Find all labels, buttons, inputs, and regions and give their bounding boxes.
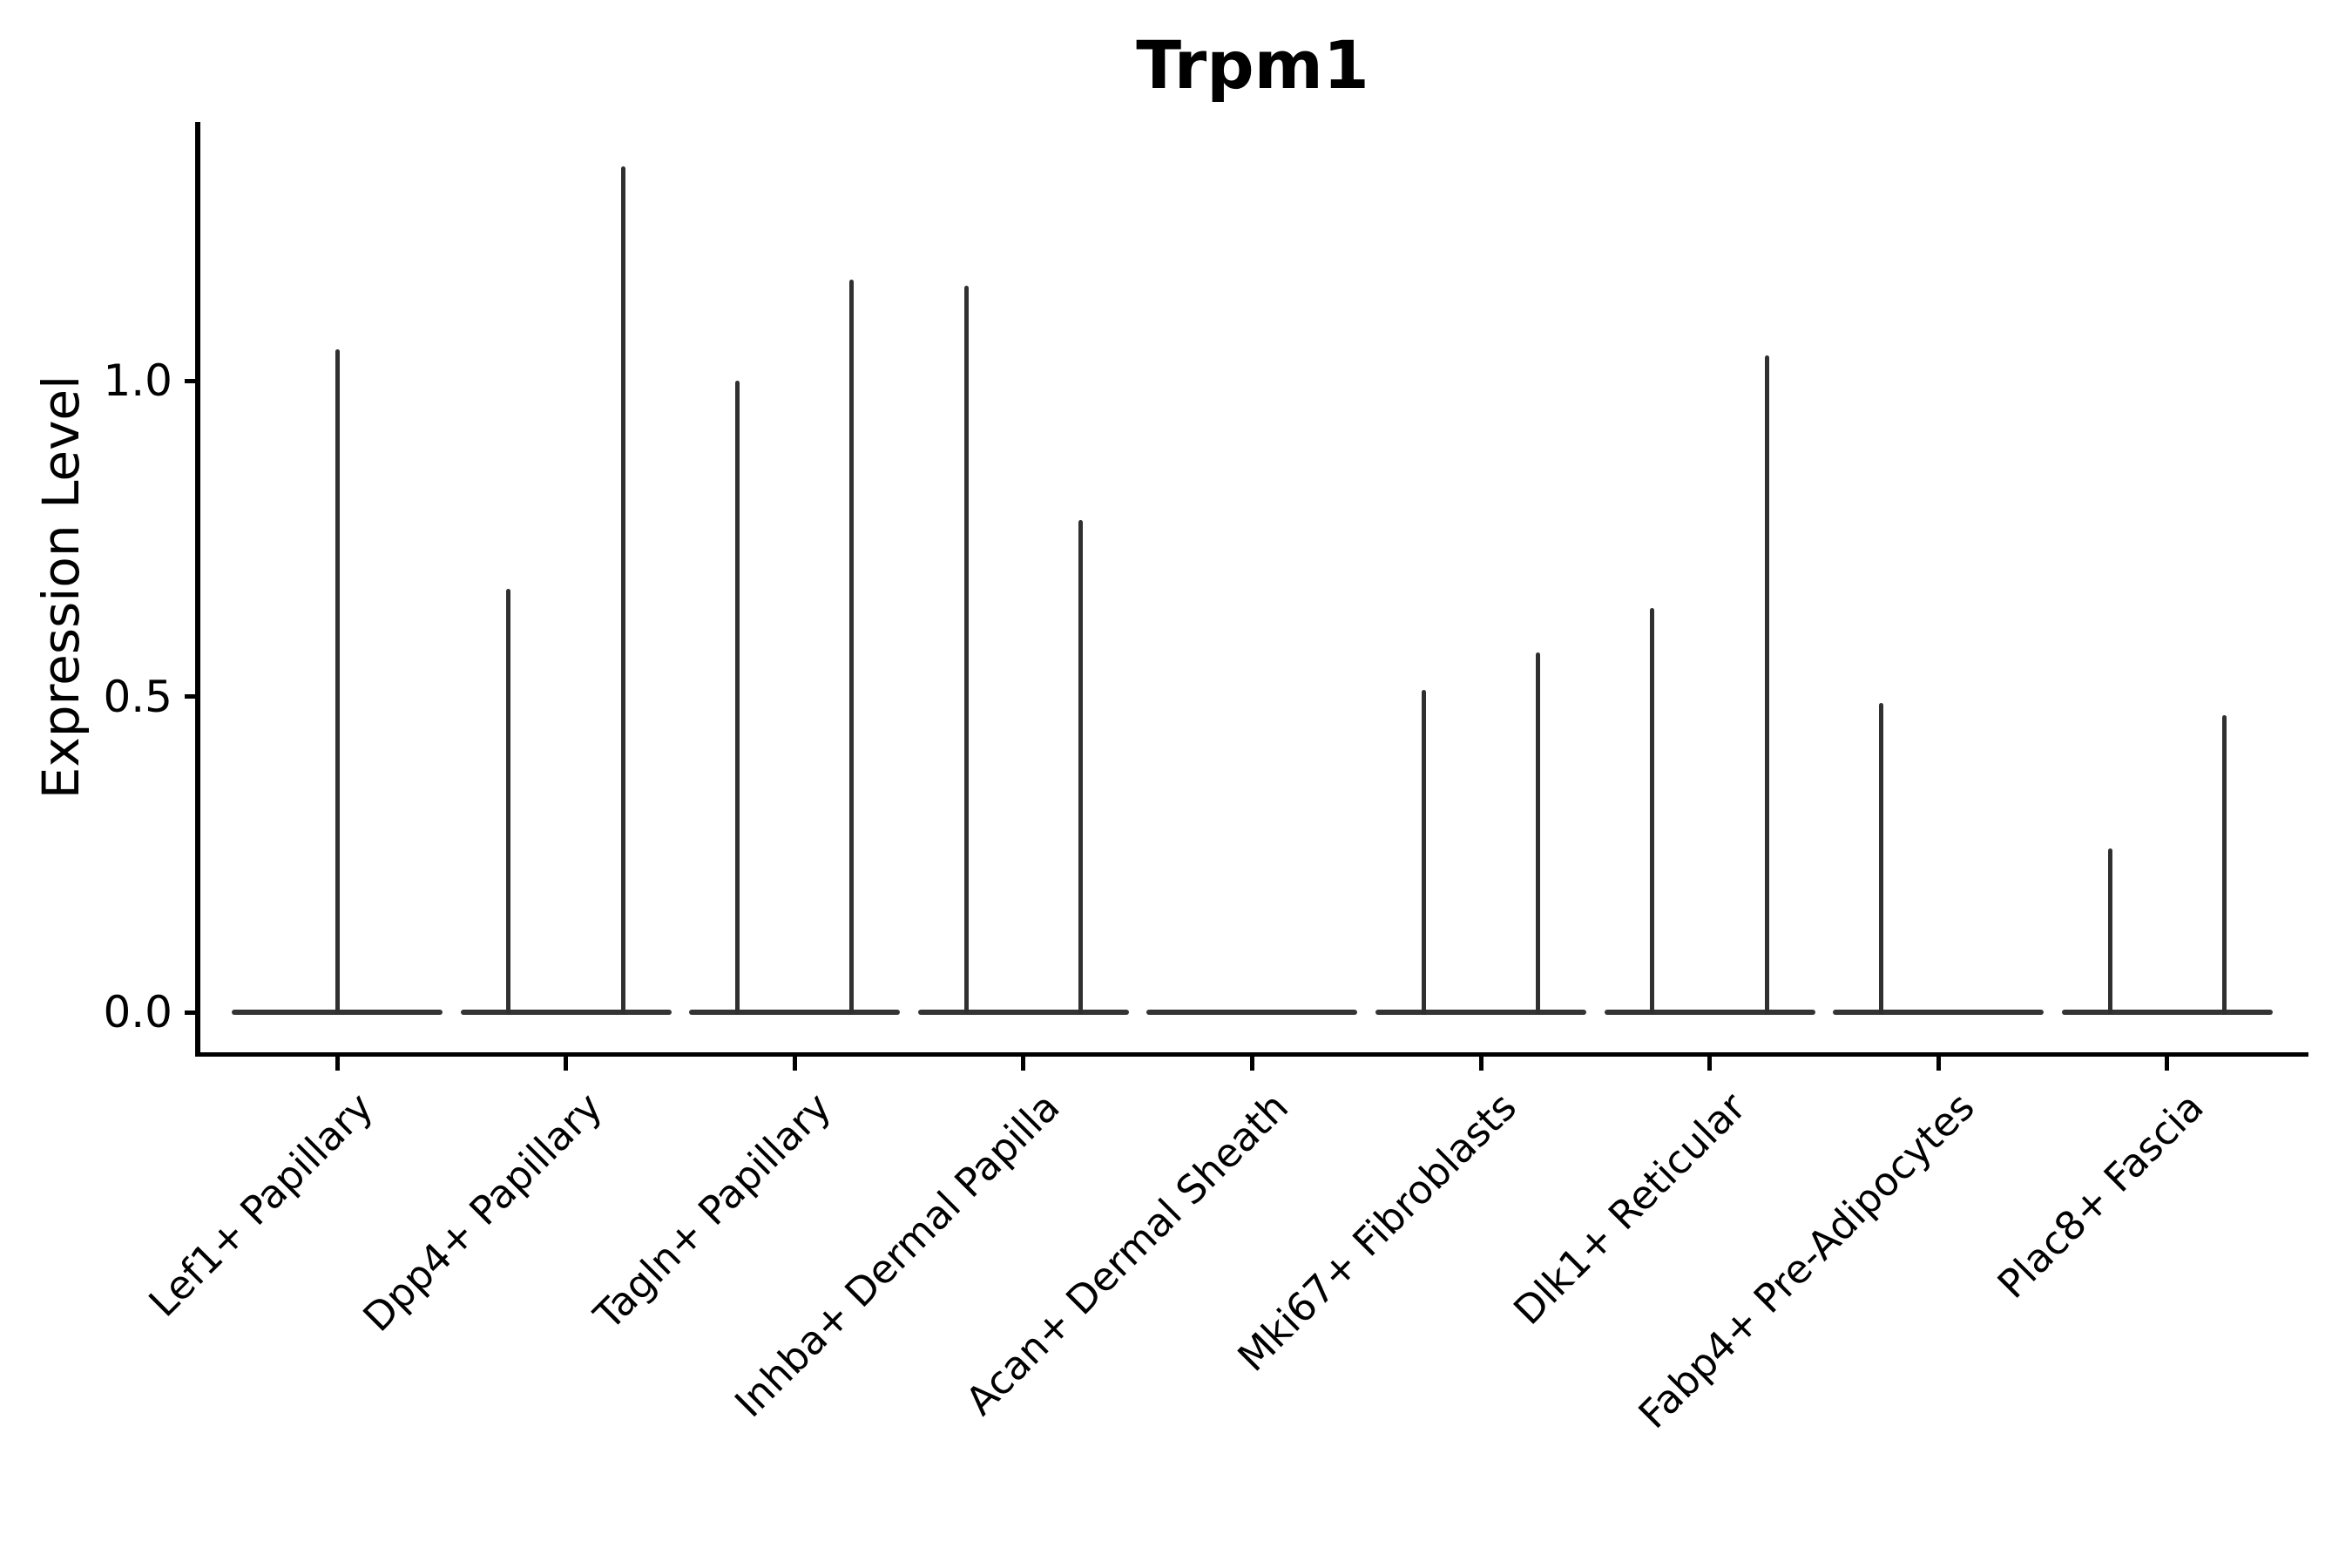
violin-base <box>1375 1010 1586 1015</box>
x-tick-mark <box>564 1057 569 1071</box>
x-tick-label: Dpp4+ Papillary <box>354 1084 612 1341</box>
violin-spike <box>2222 715 2227 1015</box>
x-tick-mark <box>335 1057 340 1071</box>
violin-base <box>1833 1010 2044 1015</box>
y-tick-mark <box>185 1010 198 1015</box>
y-tick-label: 1.0 <box>103 355 172 406</box>
violin-base <box>917 1010 1129 1015</box>
chart-title: Trpm1 <box>1136 26 1369 104</box>
x-tick-label: Dlk1+ Reticular <box>1504 1084 1755 1334</box>
violin-base <box>2061 1010 2273 1015</box>
x-tick-label: Lef1+ Papillary <box>139 1084 382 1326</box>
violin-spike <box>963 286 969 1015</box>
y-tick-label: 0.0 <box>103 987 172 1037</box>
violin-base <box>460 1010 672 1015</box>
y-tick-label: 0.5 <box>103 671 172 722</box>
y-tick-mark <box>185 694 198 699</box>
violin-spike <box>1421 690 1426 1015</box>
x-tick-mark <box>1478 1057 1484 1071</box>
y-tick-mark <box>185 378 198 383</box>
violin-base <box>689 1010 901 1015</box>
violin-spike <box>1078 519 1083 1015</box>
y-axis-label: Expression Level <box>31 375 91 800</box>
violin-spike <box>1536 652 1541 1015</box>
violin-spike <box>2107 848 2112 1015</box>
violin-spike <box>620 166 625 1015</box>
x-tick-mark <box>1249 1057 1254 1071</box>
x-tick-mark <box>1021 1057 1026 1071</box>
violin-spike <box>335 348 340 1015</box>
x-tick-label: Plac8+ Fascia <box>1988 1084 2213 1308</box>
violin-spike <box>1879 702 1883 1015</box>
violin-spike <box>1764 355 1769 1015</box>
x-tick-mark <box>792 1057 797 1071</box>
x-tick-label: Tagln+ Papillary <box>585 1084 840 1339</box>
x-tick-mark <box>1707 1057 1713 1071</box>
violin-spike <box>506 589 511 1015</box>
violin-base <box>1604 1010 1815 1015</box>
violin-base <box>1146 1010 1358 1015</box>
x-axis-spine <box>195 1052 2308 1057</box>
violin-spike <box>849 280 855 1015</box>
violin-spike <box>1650 608 1655 1015</box>
x-tick-mark <box>1936 1057 1941 1071</box>
x-tick-mark <box>2165 1057 2170 1071</box>
violin-spike <box>735 381 740 1015</box>
y-axis-spine <box>195 122 200 1057</box>
